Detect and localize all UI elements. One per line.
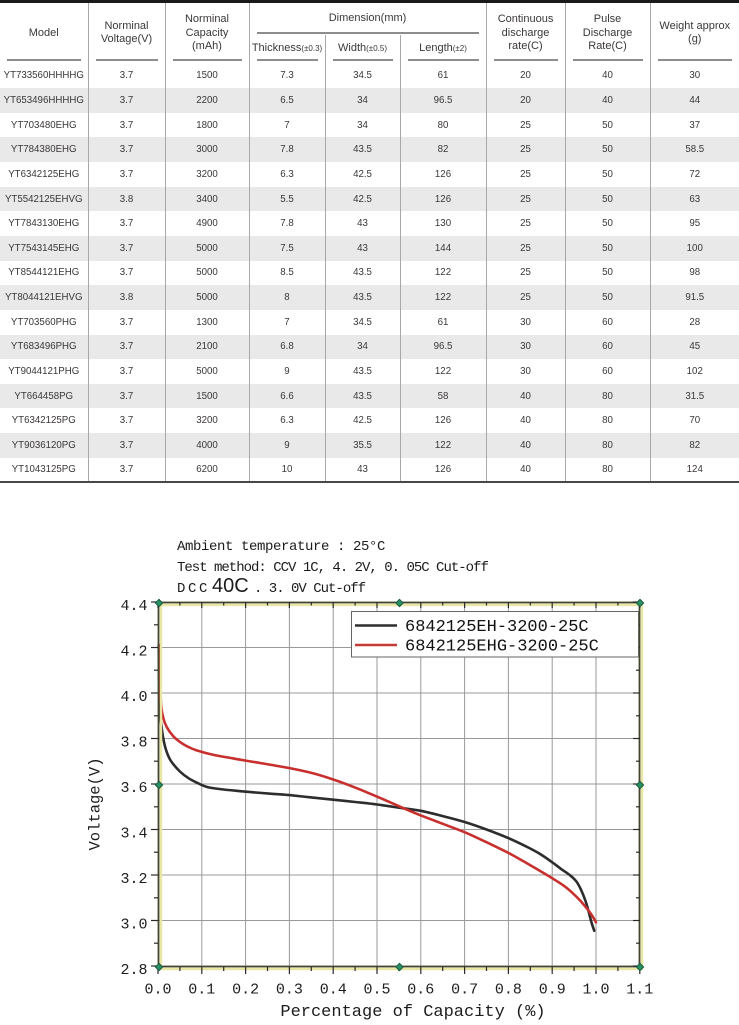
svg-text:Percentage of Capacity (%): Percentage of Capacity (%)	[280, 1003, 545, 1022]
svg-text:0.6: 0.6	[407, 982, 434, 999]
svg-text:0.3: 0.3	[276, 982, 303, 999]
svg-text:6842125EH-3200-25C: 6842125EH-3200-25C	[405, 618, 589, 637]
svg-text:1.0: 1.0	[582, 982, 609, 999]
svg-text:4.2: 4.2	[120, 644, 147, 661]
svg-text:3.8: 3.8	[120, 735, 147, 752]
svg-text:Ambient temperature : 25°C: Ambient temperature : 25°C	[177, 539, 385, 555]
svg-text:0.7: 0.7	[451, 982, 478, 999]
svg-text:0.1: 0.1	[188, 982, 215, 999]
svg-text:0.2: 0.2	[232, 982, 259, 999]
svg-text:1.1: 1.1	[626, 982, 653, 999]
svg-text:3.6: 3.6	[120, 780, 147, 797]
svg-text:6842125EHG-3200-25C: 6842125EHG-3200-25C	[405, 638, 599, 657]
svg-text:0.0: 0.0	[144, 982, 171, 999]
svg-text:2.8: 2.8	[120, 962, 147, 979]
svg-text:. 3. 0V Cut-off: . 3. 0V Cut-off	[254, 581, 366, 597]
svg-text:3.2: 3.2	[120, 871, 147, 888]
svg-text:4.4: 4.4	[120, 598, 147, 615]
svg-text:0.8: 0.8	[495, 982, 522, 999]
svg-text:DCC: DCC	[177, 581, 210, 597]
svg-text:0.9: 0.9	[539, 982, 566, 999]
svg-text:40C: 40C	[212, 575, 249, 597]
svg-text:Test method: CCV 1C, 4. 2V, 0.: Test method: CCV 1C, 4. 2V, 0. 05C Cut-o…	[177, 560, 488, 576]
svg-text:3.4: 3.4	[120, 826, 147, 843]
svg-text:0.4: 0.4	[320, 982, 347, 999]
svg-text:4.0: 4.0	[120, 689, 147, 706]
svg-text:Voltage(V): Voltage(V)	[87, 757, 105, 850]
svg-text:3.0: 3.0	[120, 917, 147, 934]
svg-text:0.5: 0.5	[363, 982, 390, 999]
